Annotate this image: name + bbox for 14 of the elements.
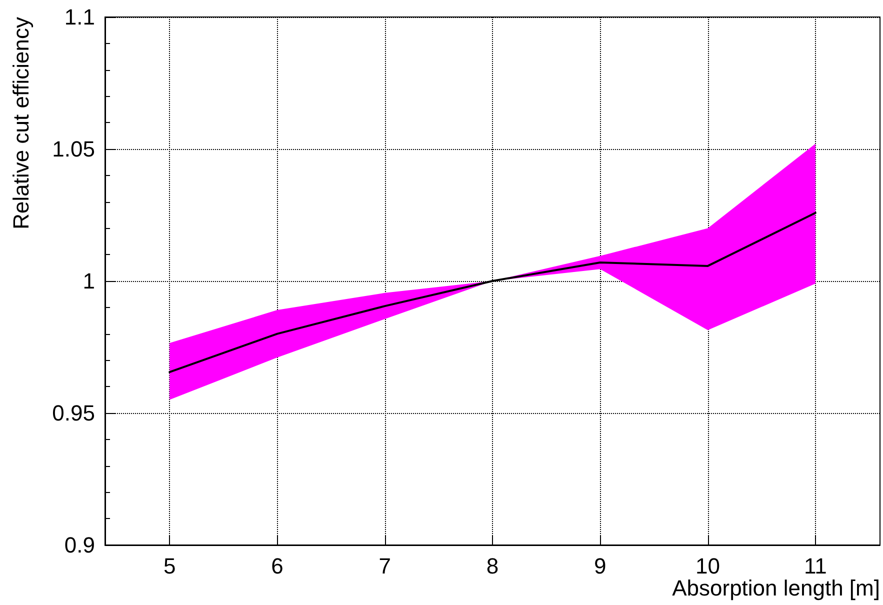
y-tick-label: 1 [82, 268, 95, 294]
y-tick-label: 0.95 [52, 400, 95, 426]
y-tick-label: 1.1 [64, 4, 95, 30]
y-tick-label: 1.05 [52, 136, 95, 162]
x-axis-title: Absorption length [m] [672, 576, 880, 600]
y-tick-label: 0.9 [64, 532, 95, 558]
x-tick-label: 7 [378, 554, 391, 578]
x-tick-label: 9 [594, 554, 606, 578]
x-tick-label: 8 [486, 554, 499, 578]
x-tick-label: 6 [271, 554, 284, 578]
y-axis-title: Relative cut efficiency [8, 16, 34, 230]
x-tick-label: 11 [804, 554, 827, 578]
x-tick-label: 10 [696, 554, 720, 578]
x-tick-label: 5 [163, 554, 176, 578]
